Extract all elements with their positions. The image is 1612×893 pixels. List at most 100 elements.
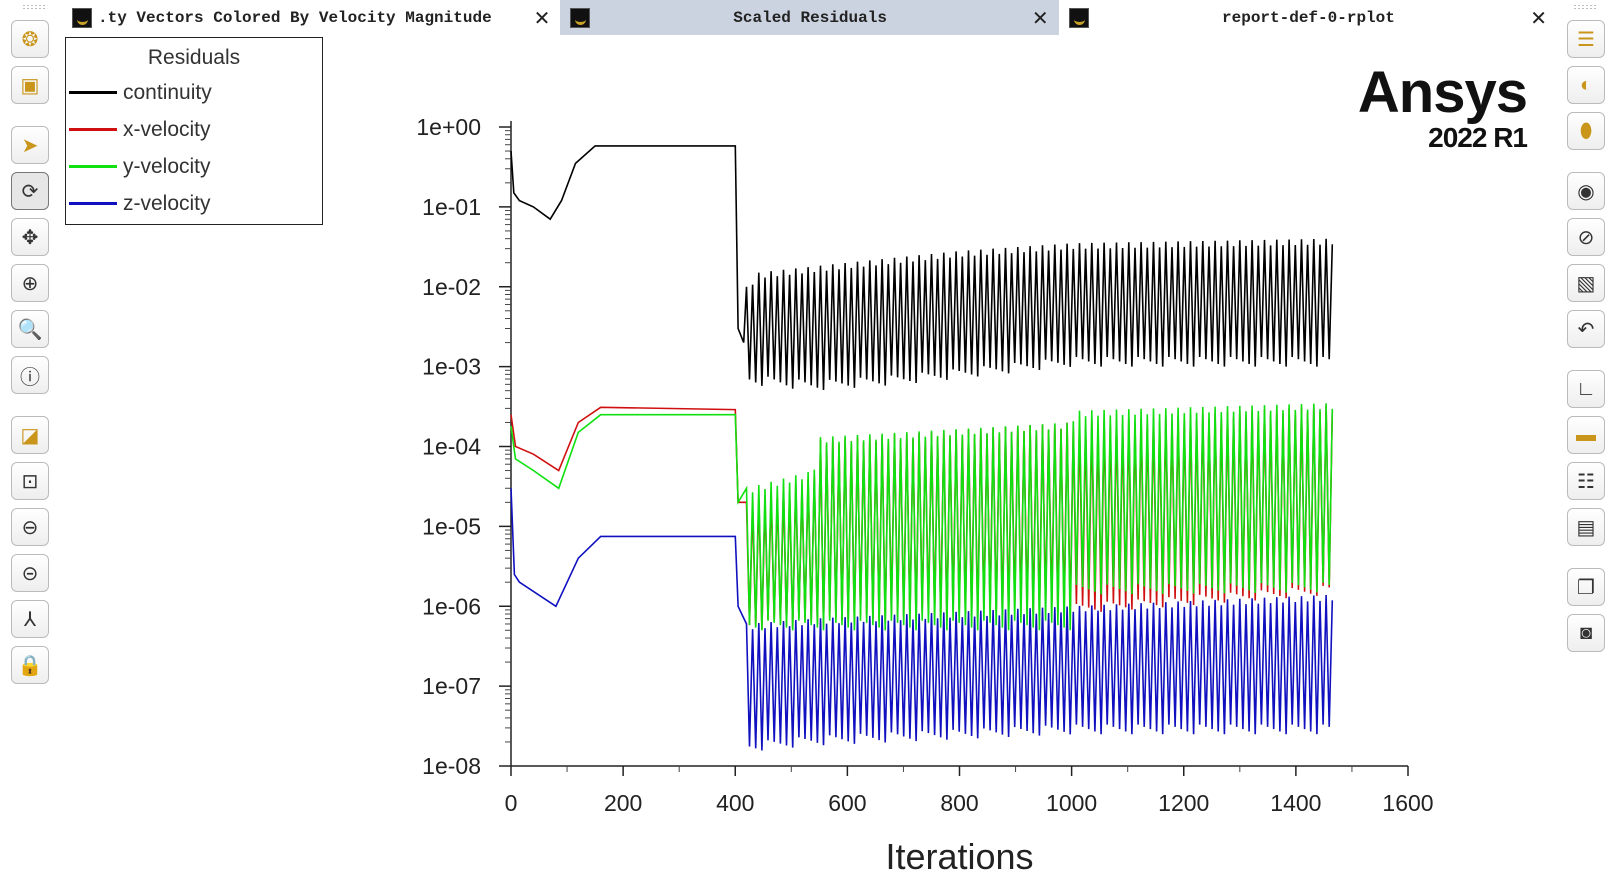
close-icon[interactable]: ✕ [533, 5, 551, 30]
mesh-surface-button[interactable]: ⬮ [1567, 112, 1605, 150]
layers-icon: ☰ [1577, 28, 1595, 51]
legend-entry: x-velocity [66, 111, 322, 148]
rotate-icon: ⟳ [21, 180, 39, 203]
annotation-button[interactable]: ☷ [1567, 462, 1605, 500]
zoom-to-fit-button[interactable]: ⊡ [11, 462, 49, 500]
legend-label: z-velocity [123, 191, 211, 215]
close-icon[interactable]: ✕ [1031, 5, 1049, 30]
tab-2[interactable]: report-def-0-rplot ✕ [1059, 0, 1557, 35]
legend-swatch [69, 165, 117, 168]
pointer-button[interactable]: ➤ [11, 126, 49, 164]
mesh-surface-icon: ⬮ [1579, 119, 1593, 142]
tab-bar: .ty Vectors Colored By Velocity Magnitud… [62, 0, 1557, 35]
lock-view-button[interactable]: 🔒 [11, 646, 49, 684]
legend-label: y-velocity [123, 154, 211, 178]
show-eye-button[interactable]: ◉ [1567, 172, 1605, 210]
zoom-in-out-button[interactable]: ⊕ [11, 264, 49, 302]
undo-view-icon: ↶ [1577, 318, 1595, 341]
legend-swatch [69, 91, 117, 94]
logo-version: 2022 R1 [1428, 122, 1528, 153]
zoom-out-icon: ⊖ [21, 516, 39, 539]
legend-entry: z-velocity [66, 185, 322, 222]
series-z-velocity [510, 488, 1334, 751]
zoom-previous-icon: ⊝ [21, 562, 39, 585]
ansys-logo: Ansys 2022 R1 [1357, 60, 1528, 154]
colormap-button[interactable]: ▬ [1567, 416, 1605, 454]
logo-name: Ansys [1357, 60, 1528, 125]
x-tick-label: 1400 [1270, 790, 1321, 816]
x-axis-label: Iterations [885, 836, 1033, 877]
layers-button[interactable]: ☰ [1567, 20, 1605, 58]
y-tick-label: 1e-08 [422, 753, 481, 779]
series-continuity [510, 145, 1334, 391]
x-tick-label: 600 [828, 790, 866, 816]
legend-entry: y-velocity [66, 148, 322, 185]
copy-icon: ❐ [1577, 576, 1595, 599]
legend-button[interactable]: ▤ [1567, 508, 1605, 546]
tab-0[interactable]: .ty Vectors Colored By Velocity Magnitud… [62, 0, 560, 35]
legend-swatch [69, 128, 117, 131]
y-tick-label: 1e-06 [422, 593, 481, 619]
y-tick-label: 1e-02 [422, 274, 481, 300]
y-tick-label: 1e-04 [422, 434, 481, 460]
mesh-sphere-icon: ❂ [21, 28, 39, 51]
pointer-icon: ➤ [21, 134, 39, 157]
legend-entry: continuity [66, 74, 322, 111]
undo-view-button[interactable]: ↶ [1567, 310, 1605, 348]
y-tick-label: 1e-01 [422, 194, 481, 220]
pan-icon: ✥ [21, 226, 39, 249]
y-tick-label: 1e-05 [422, 513, 481, 539]
chart-axes-icon: ∟ [1576, 377, 1596, 400]
legend-label: continuity [123, 80, 212, 104]
zoom-out-button[interactable]: ⊖ [11, 508, 49, 546]
model-box-icon: ▣ [20, 74, 40, 97]
legend-title: Residuals [147, 46, 241, 69]
x-tick-label: 800 [940, 790, 978, 816]
legend-swatch [69, 202, 117, 205]
toolbar-grip[interactable] [22, 4, 46, 10]
hide-eye-button[interactable]: ⊘ [1567, 218, 1605, 256]
x-tick-label: 200 [604, 790, 642, 816]
rotate-button[interactable]: ⟳ [11, 172, 49, 210]
y-tick-label: 1e-07 [422, 673, 481, 699]
pan-button[interactable]: ✥ [11, 218, 49, 256]
hide-eye-icon: ⊘ [1577, 226, 1595, 249]
tab-1[interactable]: Scaled Residuals ✕ [560, 0, 1059, 35]
right-toolbar: ☰ ◐ ⬮ ◉ ⊘ ▧ ↶ ∟ ▬ ☷ ▤ ❐ ◙ [1566, 20, 1606, 660]
window-icon: ▧ [1576, 272, 1596, 295]
zoom-box-button[interactable]: 🔍 [11, 310, 49, 348]
close-icon[interactable]: ✕ [1530, 5, 1547, 30]
x-tick-label: 1600 [1382, 790, 1433, 816]
probe-info-icon: ⓘ [20, 366, 40, 389]
zoom-to-fit-icon: ⊡ [21, 470, 39, 493]
fluent-icon [72, 7, 92, 28]
shaded-surface-button[interactable]: ◐ [1567, 66, 1605, 104]
snapshot-button[interactable]: ◙ [1567, 614, 1605, 652]
chart-axes-button[interactable]: ∟ [1567, 370, 1605, 408]
zoom-in-out-icon: ⊕ [21, 272, 39, 295]
fit-to-window-button[interactable]: ◪ [11, 416, 49, 454]
x-tick-label: 0 [505, 790, 518, 816]
y-tick-label: 1e+00 [416, 114, 481, 140]
x-tick-label: 1200 [1158, 790, 1209, 816]
fluent-icon [1068, 7, 1089, 28]
tab-label: Scaled Residuals [733, 8, 887, 27]
probe-info-button[interactable]: ⓘ [11, 356, 49, 394]
colormap-icon: ▬ [1576, 423, 1596, 446]
x-tick-label: 400 [716, 790, 754, 816]
mesh-sphere-button[interactable]: ❂ [11, 20, 49, 58]
fluent-icon [570, 7, 591, 28]
window-button[interactable]: ▧ [1567, 264, 1605, 302]
snapshot-icon: ◙ [1579, 621, 1593, 644]
tab-label: .ty Vectors Colored By Velocity Magnitud… [98, 8, 492, 27]
zoom-box-icon: 🔍 [17, 318, 43, 341]
x-tick-label: 1000 [1046, 790, 1097, 816]
toolbar-grip[interactable] [1573, 4, 1597, 10]
model-box-button[interactable]: ▣ [11, 66, 49, 104]
copy-button[interactable]: ❐ [1567, 568, 1605, 606]
zoom-previous-button[interactable]: ⊝ [11, 554, 49, 592]
axes-button[interactable]: ⅄ [11, 600, 49, 638]
legend: Residuals continuity x-velocity y-velocity… [65, 37, 323, 225]
tab-label: report-def-0-rplot [1222, 8, 1395, 27]
